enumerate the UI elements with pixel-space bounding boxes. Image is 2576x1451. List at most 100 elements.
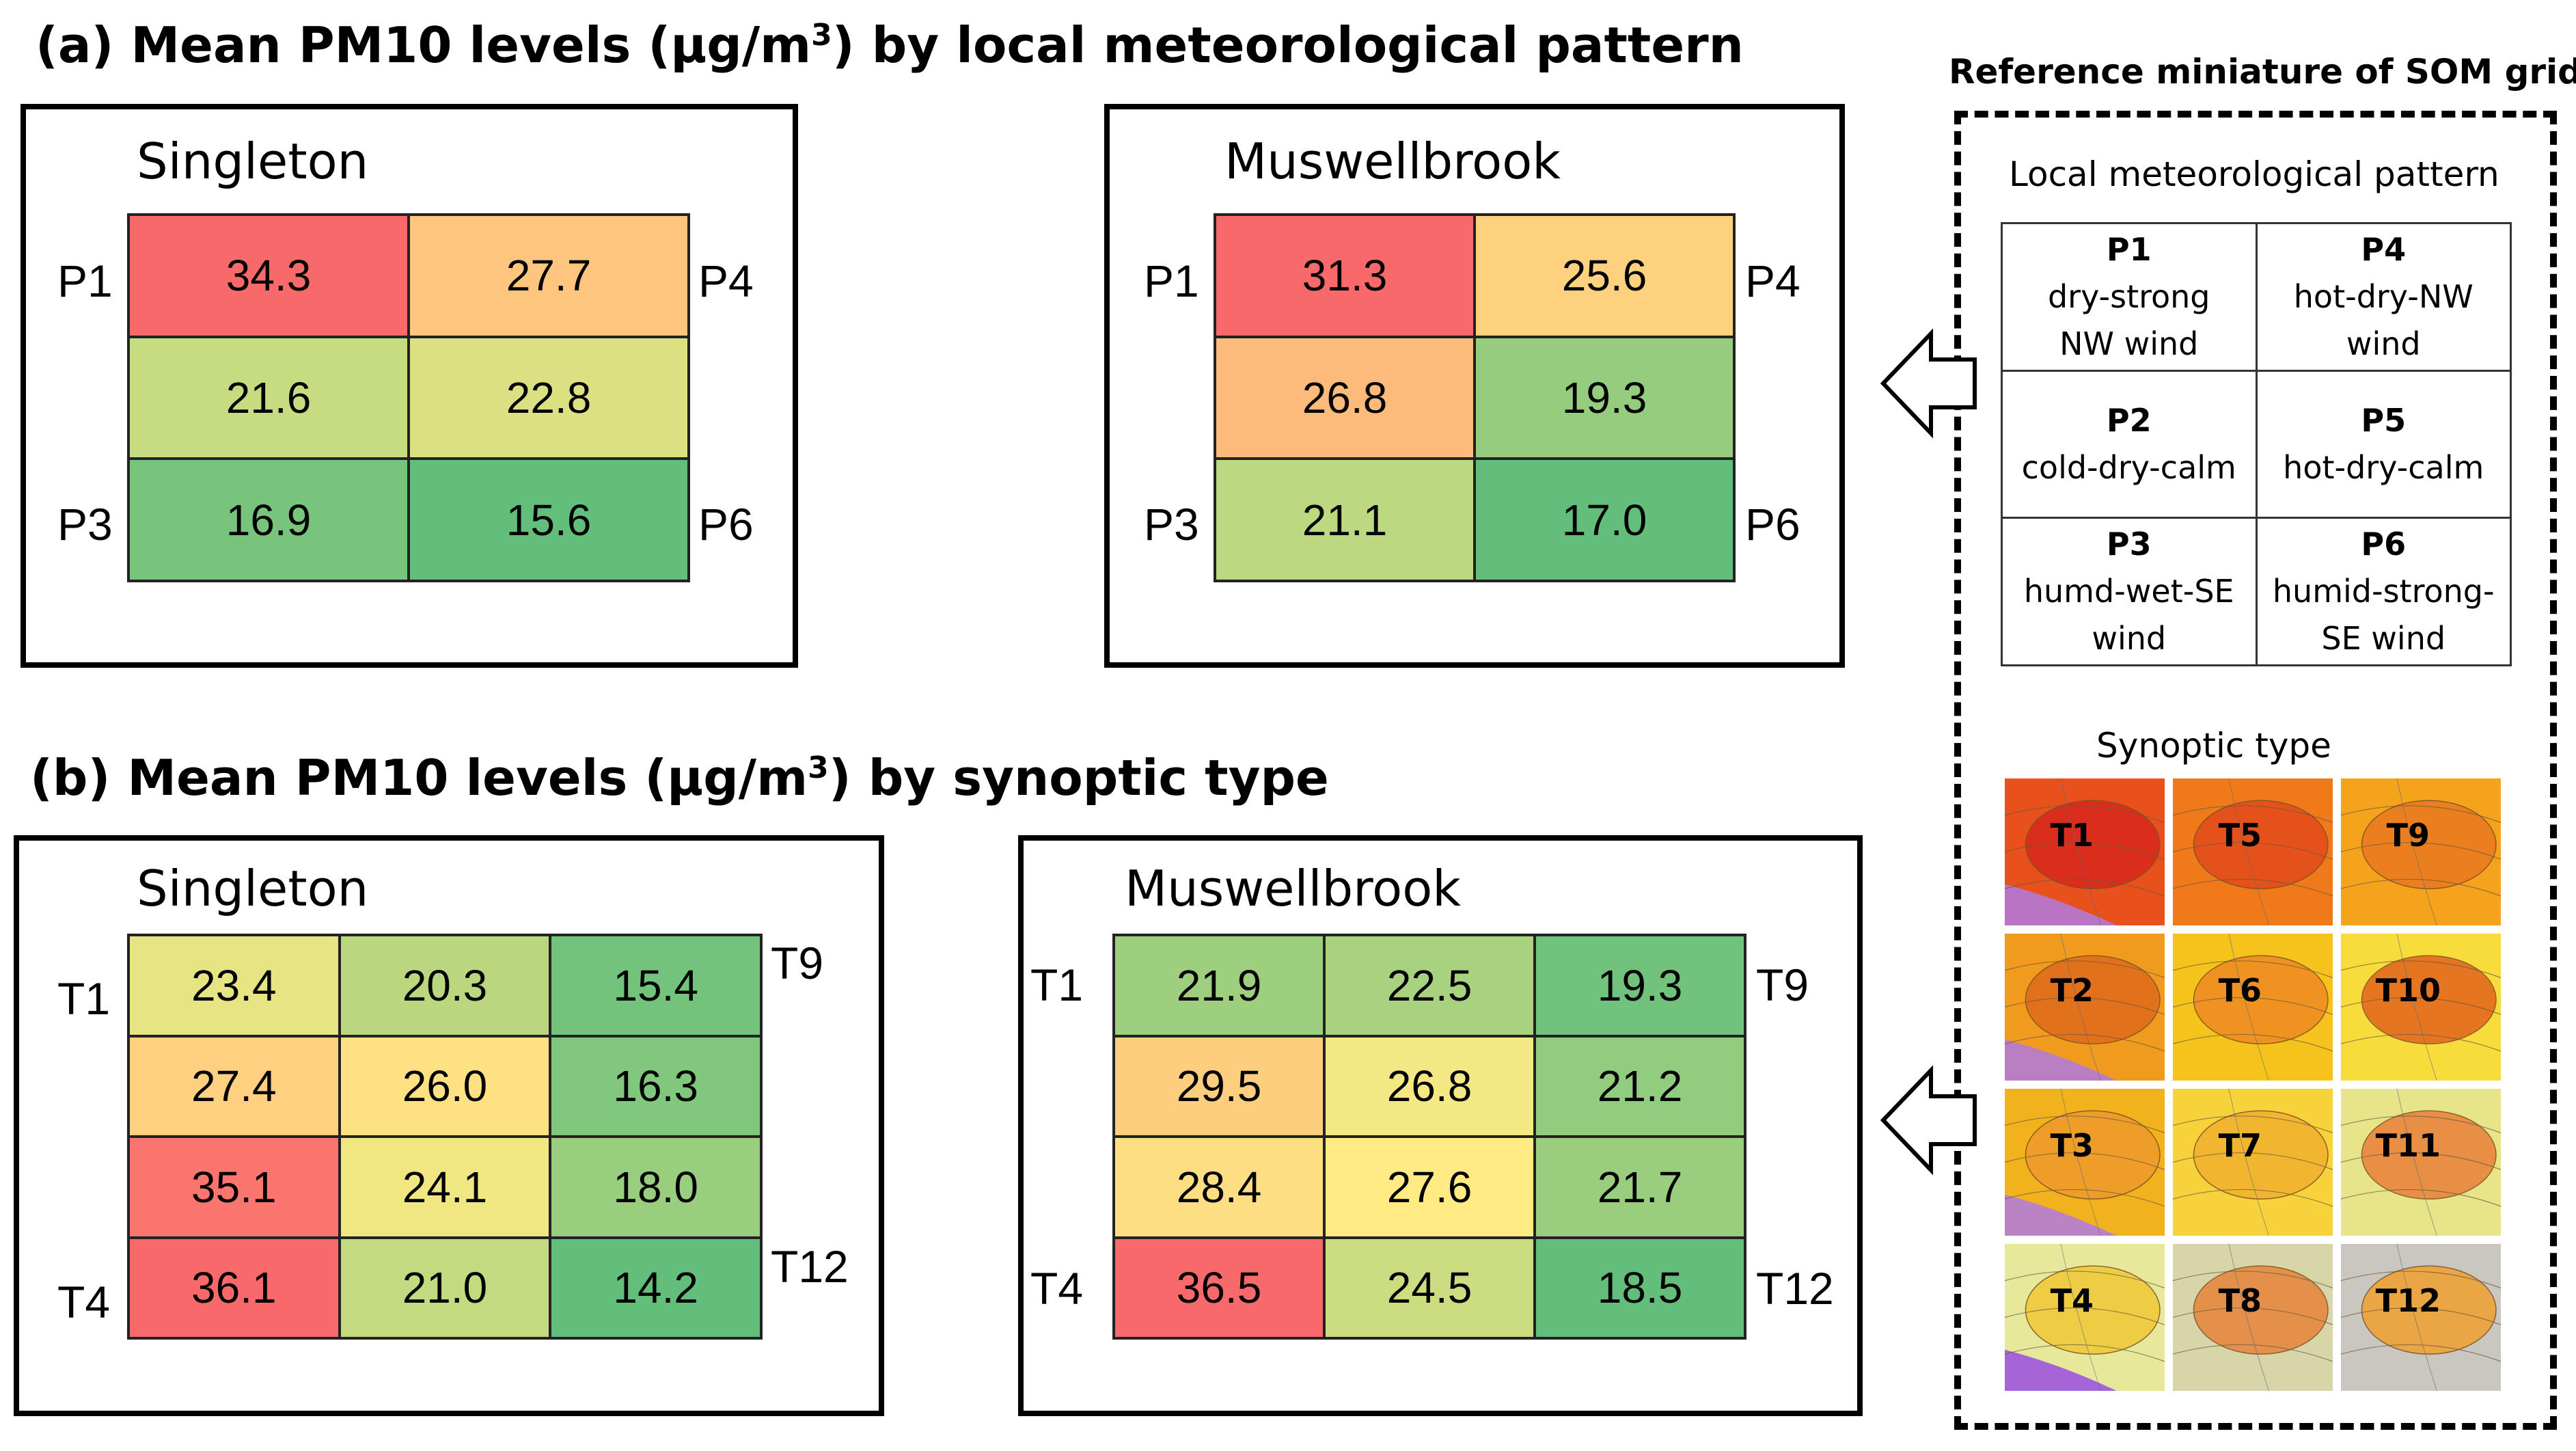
heatmap-cell: 21.1 [1216,460,1476,582]
heatmap-cell: 21.0 [340,1238,552,1340]
synoptic-low-pressure-area [2005,884,2117,925]
synoptic-coastline [2396,1088,2437,1236]
synoptic-isobar [2172,1307,2333,1325]
synoptic-isobar [2340,1344,2502,1362]
heatmap-cell: 15.6 [410,460,690,582]
pattern-description: wind [2346,325,2421,362]
panel-a-title: (a) Mean PM10 levels (μg/m3) by local me… [36,21,1744,70]
synoptic-isobar [2340,805,2502,824]
pattern-description: NW wind [2059,325,2199,362]
synoptic-map-t3: T3 [2004,1088,2165,1236]
synoptic-isobar [2340,997,2502,1015]
pattern-cell: P4 hot-dry-NW wind [2257,224,2512,372]
pattern-code: P1 [2106,230,2152,268]
synoptic-isobar [2172,997,2333,1015]
heatmap-cell: 19.3 [1536,936,1746,1038]
synoptic-type-title: Synoptic type [2096,726,2331,765]
synoptic-coastline [2228,1088,2269,1236]
row-label: P4 [1745,256,1800,306]
heatmap-grid-b-muswellbrook: 21.9 22.5 19.3 29.5 26.8 21.2 28.4 27.6 21.7 36.5… [1112,934,1746,1340]
pattern-description: humd-wet-SE [2023,573,2234,610]
synoptic-coastline [2060,1243,2101,1392]
synoptic-coastline [2396,778,2437,926]
synoptic-pressure-cell [2361,955,2497,1044]
row-label: P4 [698,256,754,306]
synoptic-pressure-cell [2193,1265,2329,1355]
heatmap-cell: 29.5 [1115,1037,1326,1138]
heatmap-cell: 18.0 [551,1138,763,1239]
panel-a-title-end: ) by local meteorological pattern [832,16,1744,74]
pattern-description: hot-dry-NW [2293,277,2474,315]
synoptic-coastline [2228,933,2269,1081]
panel-a-muswellbrook-frame [1104,104,1845,668]
heatmap-cell: 21.2 [1536,1037,1746,1138]
synoptic-map-t4: T4 [2004,1243,2165,1392]
pattern-cell: P5 hot-dry-calm [2257,371,2512,519]
panel-b-title-end: ) by synoptic type [828,749,1329,806]
synoptic-isobar [2340,1307,2502,1325]
synoptic-coastline [2228,778,2269,926]
synoptic-coastline [2060,778,2101,926]
synoptic-isobar [2004,1307,2165,1325]
synoptic-pressure-cell [2025,955,2161,1044]
panel-b-title-main: (b) Mean PM10 levels (μg/m [30,749,808,806]
heatmap-cell: 28.4 [1115,1138,1326,1239]
heatmap-cell: 36.5 [1115,1238,1326,1340]
heatmap-grid-b-singleton: 23.4 20.3 15.4 27.4 26.0 16.3 35.1 24.1 18.0 36.1… [127,934,763,1340]
synoptic-isobar [2340,878,2502,897]
heatmap-cell: 22.8 [410,338,690,461]
synoptic-type-label: T6 [2219,972,2262,1009]
synoptic-type-label: T11 [2376,1127,2441,1164]
synoptic-pressure-cell [2025,1265,2161,1355]
synoptic-isobar [2004,878,2165,897]
panel-b-title-sup: 3 [808,750,829,785]
synoptic-type-label: T3 [2051,1127,2094,1164]
heatmap-cell: 21.7 [1536,1138,1746,1239]
pattern-description: humid-strong- [2272,573,2495,610]
panel-a-title-sup: 3 [811,18,832,53]
heatmap-cell: 27.4 [130,1037,341,1138]
row-label: P6 [1745,499,1800,550]
pattern-code: P5 [2361,401,2407,439]
synoptic-type-label: T5 [2219,817,2262,854]
synoptic-map-t6: T6 [2172,933,2333,1081]
heatmap-cell: 20.3 [340,936,552,1038]
pattern-description: hot-dry-calm [2283,448,2484,486]
synoptic-pressure-cell [2193,1110,2329,1199]
pattern-cell: P3 humd-wet-SE wind [2003,519,2258,666]
pattern-cell: P2 cold-dry-calm [2003,371,2258,519]
pattern-code: P4 [2361,230,2407,268]
synoptic-type-label: T1 [2051,817,2094,854]
panel-a-singleton-frame [20,104,798,668]
synoptic-isobar [2004,1344,2165,1362]
heatmap-grid-a-muswellbrook: 31.3 25.6 26.8 19.3 21.1 17.0 [1214,213,1736,582]
heatmap-cell: 21.6 [130,338,410,461]
synoptic-pressure-cell [2361,1110,2497,1199]
heatmap-cell: 25.6 [1476,216,1736,338]
synoptic-coastline [2396,933,2437,1081]
synoptic-isobar [2004,997,2165,1015]
panel-b-singleton-frame [14,835,884,1416]
row-label: T1 [1030,960,1084,1010]
pattern-description: cold-dry-calm [2021,448,2236,486]
site-label: Singleton [137,133,369,190]
heatmap-cell: 35.1 [130,1138,341,1239]
heatmap-cell: 26.8 [1216,338,1476,461]
heatmap-cell: 16.3 [551,1037,763,1138]
local-pattern-title: Local meteorological pattern [2009,154,2499,194]
heatmap-cell: 17.0 [1476,460,1736,582]
synoptic-isobar [2340,1115,2502,1134]
pattern-description: SE wind [2321,620,2446,657]
site-label: Muswellbrook [1125,860,1461,917]
synoptic-pressure-cell [2361,800,2497,889]
synoptic-type-label: T8 [2219,1282,2262,1319]
row-label: P6 [698,499,754,550]
synoptic-coastline [2060,1088,2101,1236]
synoptic-pressure-cell [2025,800,2161,889]
pattern-description: wind [2092,620,2167,657]
heatmap-cell: 21.9 [1115,936,1326,1038]
heatmap-cell: 19.3 [1476,338,1736,461]
pattern-code: P6 [2361,526,2407,563]
pattern-cell: P6 humid-strong- SE wind [2257,519,2512,666]
synoptic-isobar [2340,1152,2502,1170]
